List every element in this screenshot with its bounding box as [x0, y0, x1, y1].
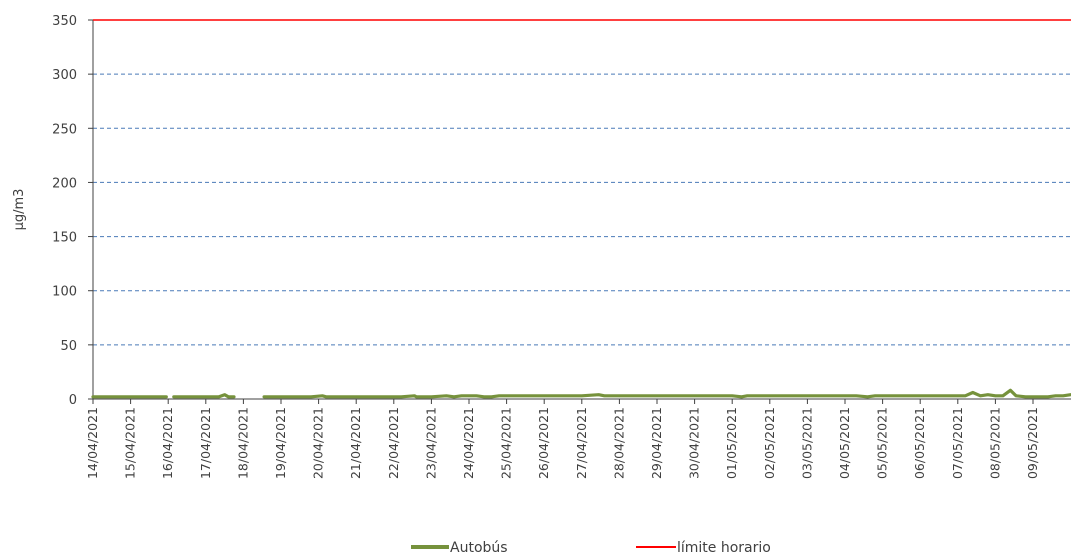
x-tick-label: 17/04/2021	[198, 407, 213, 479]
x-tick-label: 01/05/2021	[724, 407, 739, 479]
x-tick-label: 24/04/2021	[461, 407, 476, 479]
x-tick-label: 25/04/2021	[499, 407, 514, 479]
x-tick-label: 20/04/2021	[311, 407, 326, 479]
y-axis-title: µg/m3	[12, 189, 27, 231]
y-tick-label: 50	[60, 339, 77, 354]
y-tick-label: 0	[69, 393, 77, 408]
x-tick-label: 27/04/2021	[574, 407, 589, 479]
series-line-autobus-segment-2	[262, 388, 1071, 399]
x-tick-label: 06/05/2021	[912, 407, 927, 479]
x-tick-label: 09/05/2021	[1025, 407, 1040, 479]
x-tick-label: 03/05/2021	[799, 407, 814, 479]
y-tick-label: 300	[52, 68, 77, 83]
y-tick-label: 350	[52, 14, 77, 29]
legend-label-limite-horario: límite horario	[677, 540, 771, 556]
y-tick-label: 100	[52, 285, 77, 300]
x-tick-labels: 14/04/2021 15/04/2021 16/04/2021 17/04/2021…	[85, 399, 1040, 479]
y-tick-label: 150	[52, 231, 77, 246]
x-tick-label: 07/05/2021	[950, 407, 965, 479]
y-tick-labels: 0 50 100 150 200 250 300 350	[52, 14, 93, 408]
x-tick-label: 22/04/2021	[386, 407, 401, 479]
y-tick-label: 200	[52, 176, 77, 191]
x-tick-label: 18/04/2021	[235, 407, 250, 479]
x-tick-label: 14/04/2021	[85, 407, 100, 479]
x-tick-label: 21/04/2021	[348, 407, 363, 479]
x-tick-label: 30/04/2021	[687, 407, 702, 479]
x-tick-label: 15/04/2021	[123, 407, 138, 479]
gridlines	[93, 19, 1071, 346]
x-tick-label: 23/04/2021	[423, 407, 438, 479]
x-tick-label: 05/05/2021	[875, 407, 890, 479]
series-line-autobus-segment-1	[172, 393, 236, 399]
x-tick-label: 26/04/2021	[536, 407, 551, 479]
series-group	[91, 19, 1071, 399]
legend: Autobús límite horario	[411, 540, 771, 556]
y-tick-label: 250	[52, 122, 77, 137]
x-tick-label: 28/04/2021	[611, 407, 626, 479]
x-tick-label: 04/05/2021	[837, 407, 852, 479]
x-tick-label: 29/04/2021	[649, 407, 664, 479]
x-tick-label: 08/05/2021	[987, 407, 1002, 479]
x-tick-label: 19/04/2021	[273, 407, 288, 479]
legend-label-autobus: Autobús	[450, 540, 508, 556]
x-tick-label: 16/04/2021	[160, 407, 175, 479]
x-tick-label: 02/05/2021	[762, 407, 777, 479]
